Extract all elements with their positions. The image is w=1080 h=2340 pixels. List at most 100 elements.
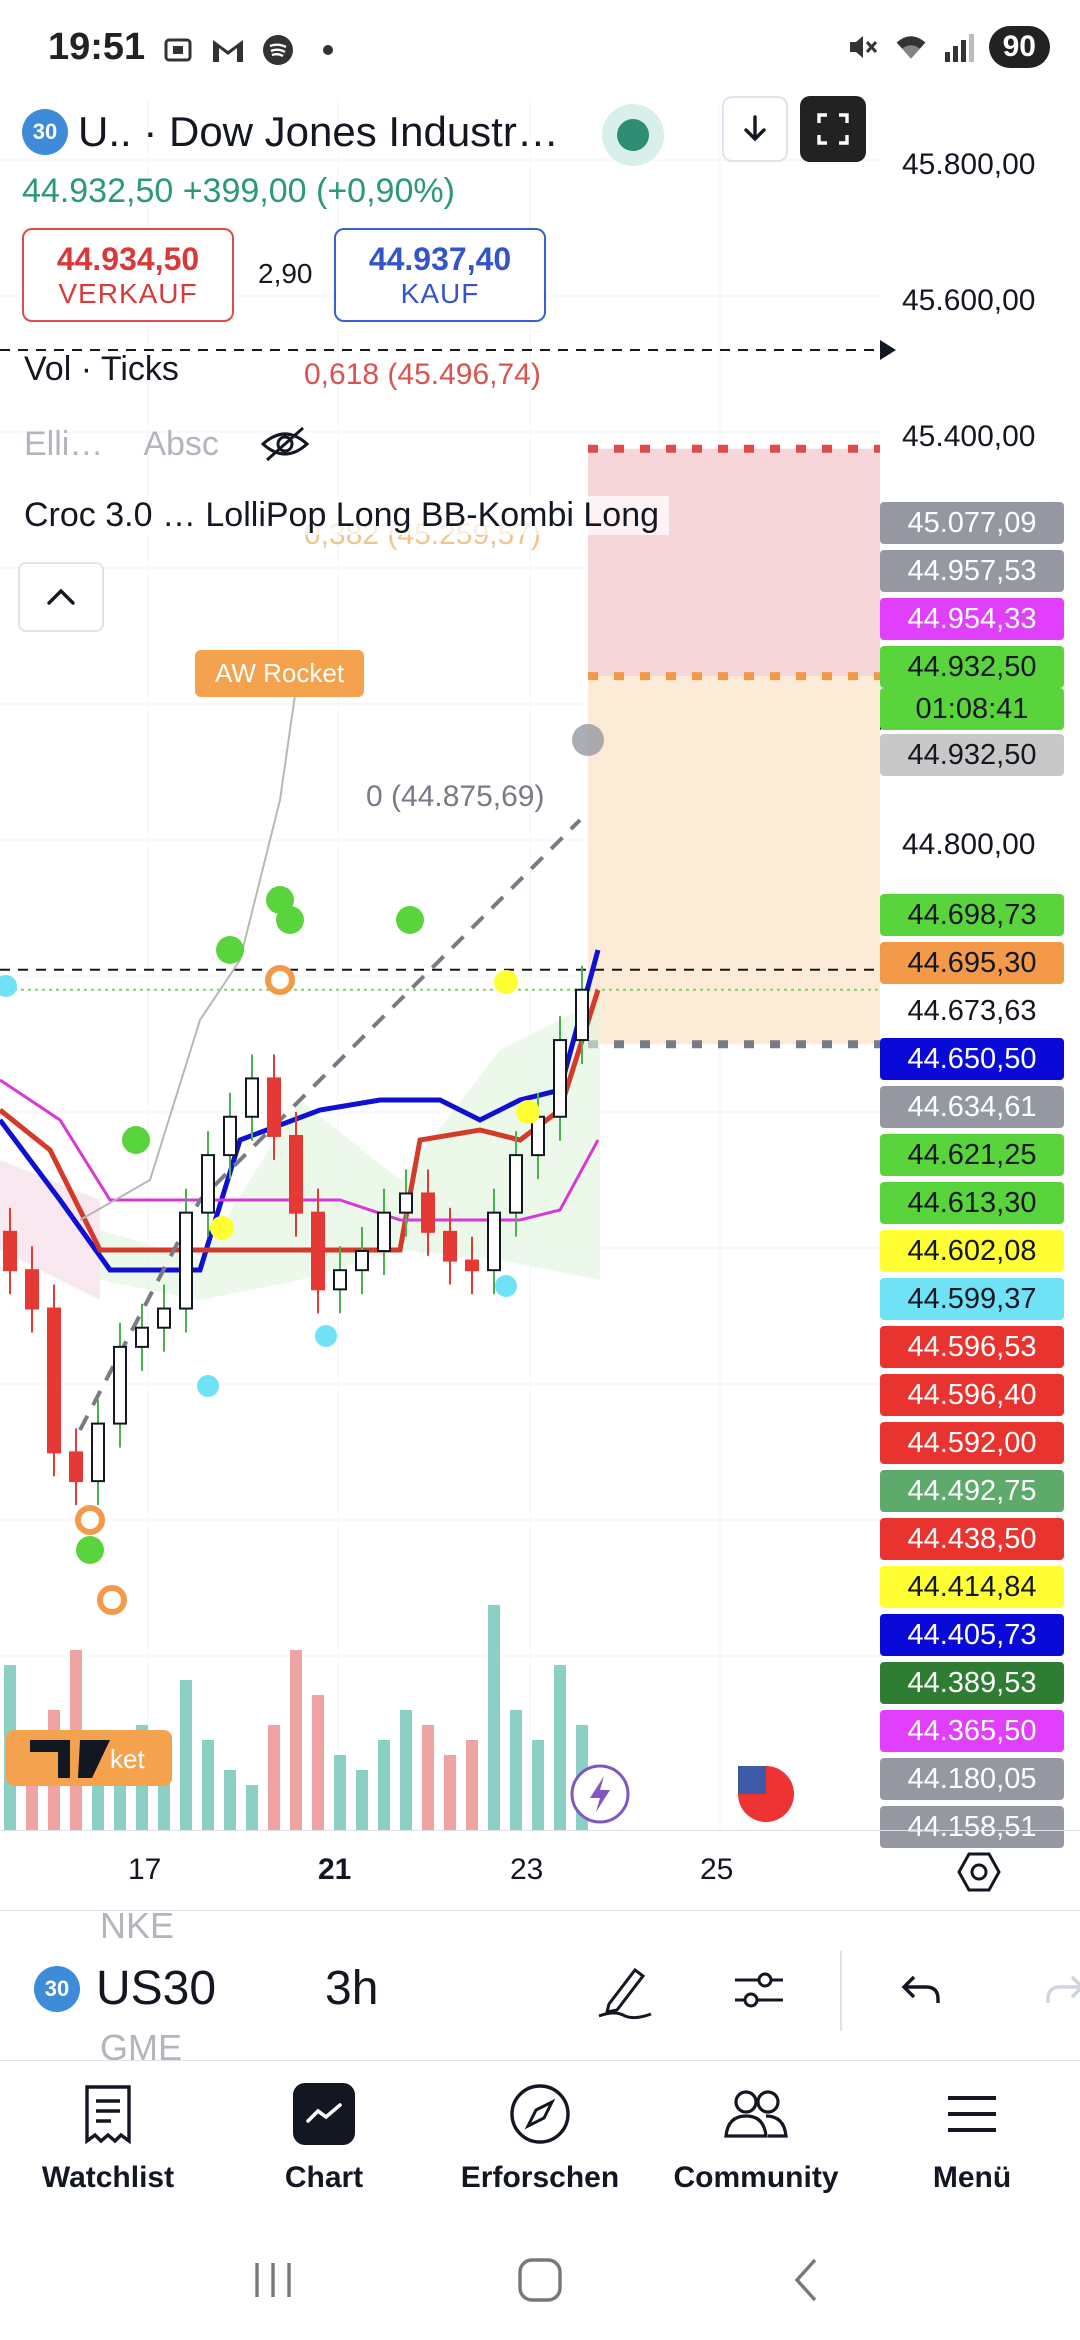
nav-community[interactable]: Community [648,2061,864,2220]
candle-body [201,1154,215,1214]
chart-area[interactable]: ket [0,100,1080,1840]
signal-dot [76,1536,104,1564]
status-time: 19:51 [48,26,146,68]
redo-button[interactable] [1030,1955,1080,2025]
symbol-label: US30 [96,1962,217,2015]
buy-button[interactable]: 44.937,40 KAUF [334,228,546,322]
candle-body [509,1154,523,1214]
price-label: 44.695,30 [880,942,1064,984]
signal-dot-yellow [210,1216,234,1240]
volume-bar [224,1770,236,1830]
nav-explore[interactable]: Erforschen [432,2061,648,2220]
market-status-icon[interactable] [602,104,664,166]
candle-body [553,1039,567,1118]
price-label: 44.592,00 [880,1422,1064,1464]
sliders-icon [735,1972,783,2008]
status-left-icons [160,32,346,68]
us-flag-canton [738,1766,766,1794]
watchlist-icon [73,2079,143,2149]
community-icon [721,2079,791,2149]
chart-icon [289,2079,359,2149]
buy-price: 44.937,40 [368,240,512,277]
volume-bar [312,1695,324,1830]
volume-bar [356,1770,368,1830]
fib-label-0: 0 (44.875,69) [366,780,545,813]
drawing-tools-button[interactable] [590,1955,660,2025]
signal-dot-cyan [197,1375,219,1397]
nav-label: Watchlist [41,2161,175,2194]
volume-bar [466,1740,478,1830]
indicator-row-hidden[interactable]: Elli… Absc [24,424,311,464]
arrow-down-icon [744,115,766,142]
indicator-croc[interactable]: Croc 3.0 … LolliPop Long BB-Kombi Long [24,496,670,535]
screenshot-icon [160,32,196,68]
signal-dot-yellow [516,1100,540,1124]
pencil-icon [598,1967,652,2020]
sell-button[interactable]: 44.934,50 VERKAUF [22,228,234,322]
nav-watchlist[interactable]: Watchlist [0,2061,216,2220]
signal-dot [216,936,244,964]
back-icon[interactable] [777,2250,837,2310]
price-label: 44.698,73 [880,894,1064,936]
nav-chart[interactable]: Chart [216,2061,432,2220]
sell-label: VERKAUF [58,277,198,309]
rocket-label-text: ket [110,1744,145,1774]
tradingview-logo-icon [30,1740,110,1778]
indicator-volume[interactable]: Vol · Ticks [24,350,179,388]
chart-canvas[interactable]: ket [0,100,1080,1840]
candle-body [311,1211,325,1291]
price-axis[interactable]: 45.800,00 45.600,00 45.400,00 44.800,00 … [880,100,1080,1848]
candle-body [3,1230,17,1272]
symbol-title[interactable]: U.. · Dow Jones Industr… [78,108,559,155]
candle-body [157,1307,171,1329]
gmail-icon [210,32,246,68]
candle-body [487,1211,501,1272]
fullscreen-button[interactable] [800,96,866,162]
indicators-button[interactable] [724,1955,794,2025]
eye-hidden-icon[interactable] [259,424,311,464]
candle-body [531,1115,545,1157]
price-label: 44.438,50 [880,1518,1064,1560]
recent-apps-icon[interactable] [243,2255,303,2305]
candle-body [113,1345,127,1425]
volume-bar [532,1740,544,1830]
signal-dot-cyan [0,975,17,997]
undo-icon [901,1975,940,2003]
symbol-selector[interactable]: 30 US30 [34,1961,216,2016]
indicator-line-magenta [0,1078,600,1222]
candle-body [47,1307,61,1454]
time-axis[interactable]: 17 21 23 25 [0,1830,1080,1910]
price-label: 44.180,05 [880,1758,1064,1800]
indicator-elliott[interactable]: Elli… [24,424,104,463]
price-label: 01:08:41 [880,688,1064,730]
arrow-down-button[interactable] [722,96,788,162]
compass-icon [505,2079,575,2149]
signal-dot-yellow [494,970,518,994]
lightning-icon [590,1776,610,1812]
candle-body [355,1250,369,1272]
symbol-badge: 30 [22,109,68,155]
candle-body [289,1134,303,1214]
symbol-header[interactable]: 30 U.. · Dow Jones Industr… [22,108,559,156]
chart-toolbar: NKE 30 US30 GME 3h [0,1905,1080,2068]
price-label: 44.405,73 [880,1614,1064,1656]
interval-selector[interactable]: 3h [325,1962,379,2015]
volume-bar [422,1725,434,1830]
price-label: 44.932,50 [880,734,1064,776]
nav-menu[interactable]: Menü [864,2061,1080,2220]
home-icon[interactable] [510,2250,570,2310]
fib-zone-382 [588,676,880,1045]
indicator-abs[interactable]: Absc [143,424,219,463]
price-label: 44.492,75 [880,1470,1064,1512]
dot-icon [310,32,346,68]
collapse-legend-button[interactable] [18,562,104,632]
time-tick: 25 [700,1853,734,1886]
candle-body [179,1211,193,1310]
menu-icon [937,2079,1007,2149]
aw-rocket-label: AW Rocket [195,650,365,697]
time-tick: 21 [318,1853,352,1886]
axis-tick: 45.400,00 [902,420,1036,453]
ghost-symbol-above: NKE [100,1905,175,1946]
undo-button[interactable] [886,1955,956,2025]
settings-hex-icon[interactable] [956,1849,1002,1895]
